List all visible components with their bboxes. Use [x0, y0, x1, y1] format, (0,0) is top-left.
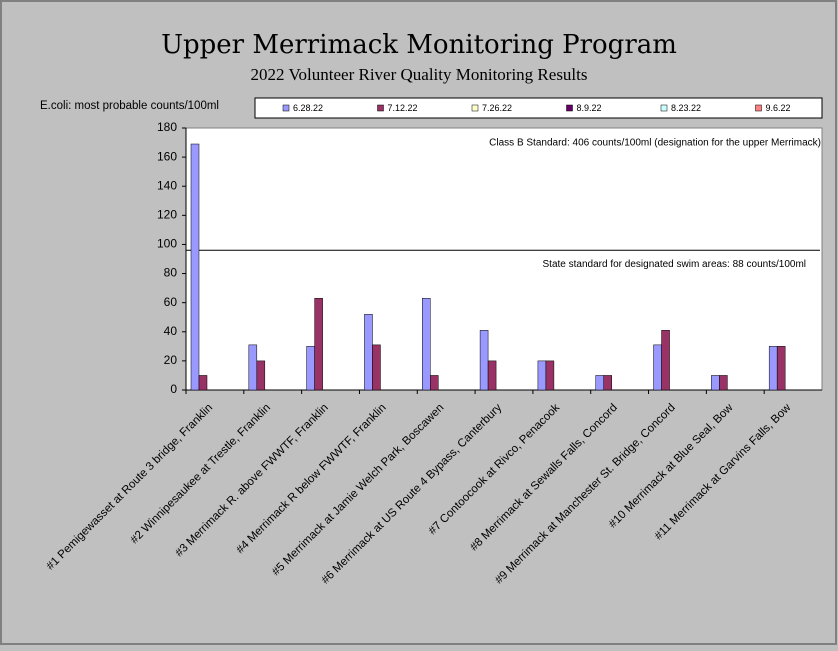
- legend-swatch: [660, 104, 668, 112]
- bar: [661, 330, 670, 391]
- bar: [768, 346, 778, 391]
- plot-area: [185, 127, 823, 391]
- legend-label: 7.26.22: [482, 103, 512, 113]
- y-tick-label: 180: [157, 120, 177, 134]
- legend-swatch: [377, 104, 384, 112]
- bar: [190, 143, 200, 391]
- legend-label: 9.6.22: [766, 103, 791, 113]
- y-tick-label: 20: [164, 353, 178, 367]
- y-tick-label: 160: [157, 149, 177, 163]
- legend-swatch: [471, 104, 479, 112]
- bar: [711, 375, 720, 391]
- bar: [719, 375, 728, 391]
- legend-label: 7.12.22: [388, 103, 418, 113]
- y-tick-label: 80: [164, 266, 178, 280]
- y-tick-label: 100: [157, 237, 177, 251]
- chart-title: Upper Merrimack Monitoring Program: [161, 30, 677, 60]
- legend-swatch: [755, 104, 762, 112]
- y-tick-label: 0: [170, 382, 177, 396]
- y-axis-label: E.coli: most probable counts/100ml: [40, 100, 219, 112]
- bar: [537, 360, 547, 391]
- annotation: Class B Standard: 406 counts/100ml (desi…: [489, 138, 821, 149]
- bar: [248, 344, 258, 391]
- bar: [603, 375, 612, 391]
- legend-label: 8.9.22: [577, 103, 602, 113]
- bar: [256, 360, 266, 391]
- bar: [372, 344, 381, 391]
- bar: [487, 360, 497, 391]
- bar: [198, 375, 208, 391]
- bar: [479, 330, 489, 391]
- legend-swatch: [566, 104, 573, 112]
- bar: [422, 298, 431, 391]
- legend-label: 6.28.22: [293, 103, 323, 113]
- annotation: State standard for designated swim areas…: [543, 259, 806, 270]
- bar: [776, 346, 786, 391]
- chart-subtitle: 2022 Volunteer River Quality Monitoring …: [251, 65, 588, 84]
- y-tick-label: 120: [157, 208, 177, 222]
- bar: [653, 344, 662, 391]
- y-tick-label: 40: [164, 324, 178, 338]
- bar: [306, 346, 315, 391]
- y-tick-label: 60: [164, 295, 178, 309]
- legend: [254, 97, 823, 119]
- legend-label: 8.23.22: [671, 103, 701, 113]
- bar: [364, 314, 373, 391]
- legend-swatch: [282, 104, 290, 112]
- bar: [595, 375, 604, 391]
- y-tick-label: 140: [157, 178, 177, 192]
- bar: [545, 360, 555, 391]
- bar: [314, 298, 323, 391]
- bar: [430, 375, 439, 391]
